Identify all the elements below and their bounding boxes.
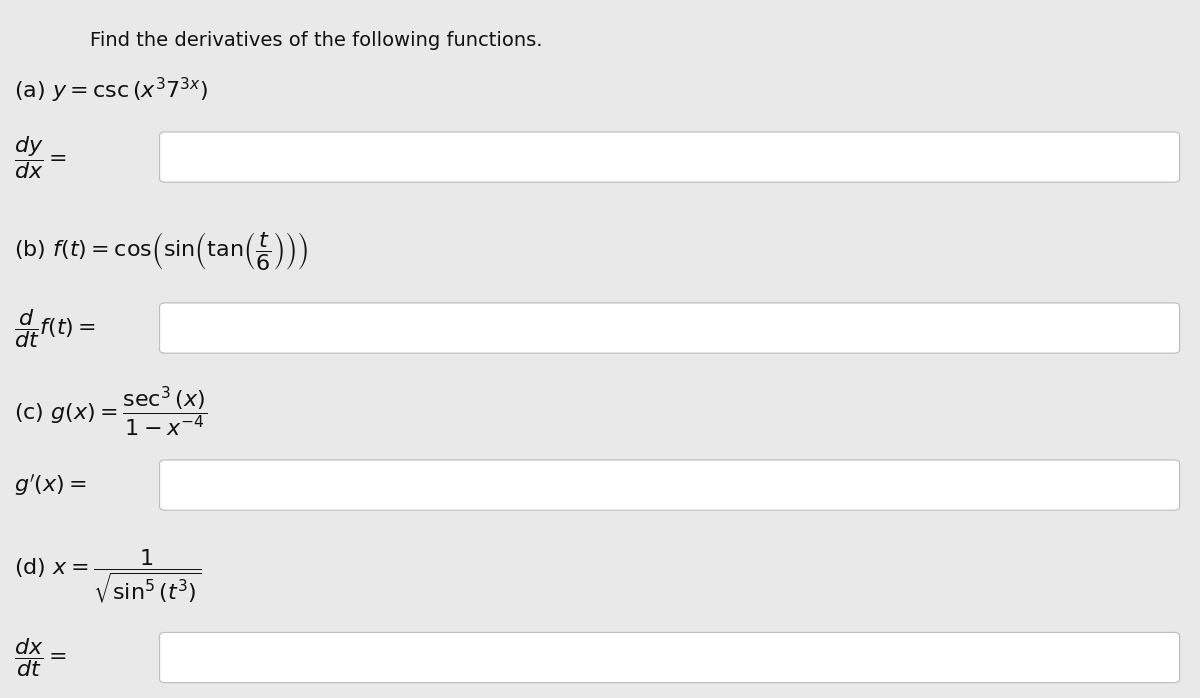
Text: $\dfrac{dx}{dt} =$: $\dfrac{dx}{dt} =$ <box>14 636 67 679</box>
FancyBboxPatch shape <box>160 303 1180 353</box>
Text: $g'(x) =$: $g'(x) =$ <box>14 473 88 498</box>
Text: (a) $y = \csc\left(x^3 7^{3x}\right)$: (a) $y = \csc\left(x^3 7^{3x}\right)$ <box>14 76 209 105</box>
Text: $\dfrac{d}{dt}f(t) =$: $\dfrac{d}{dt}f(t) =$ <box>14 306 96 350</box>
Text: Find the derivatives of the following functions.: Find the derivatives of the following fu… <box>90 31 542 50</box>
Text: (c) $g(x) = \dfrac{\sec^3(x)}{1 - x^{-4}}$: (c) $g(x) = \dfrac{\sec^3(x)}{1 - x^{-4}… <box>14 385 208 439</box>
Text: (b) $f(t) = \cos\!\left(\sin\!\left(\tan\!\left(\dfrac{t}{6}\right)\right)\right: (b) $f(t) = \cos\!\left(\sin\!\left(\tan… <box>14 230 308 272</box>
Text: $\dfrac{dy}{dx} =$: $\dfrac{dy}{dx} =$ <box>14 133 67 181</box>
FancyBboxPatch shape <box>160 132 1180 182</box>
FancyBboxPatch shape <box>160 632 1180 683</box>
FancyBboxPatch shape <box>160 460 1180 510</box>
Text: (d) $x = \dfrac{1}{\sqrt{\sin^5(t^3)}}$: (d) $x = \dfrac{1}{\sqrt{\sin^5(t^3)}}$ <box>14 547 202 604</box>
